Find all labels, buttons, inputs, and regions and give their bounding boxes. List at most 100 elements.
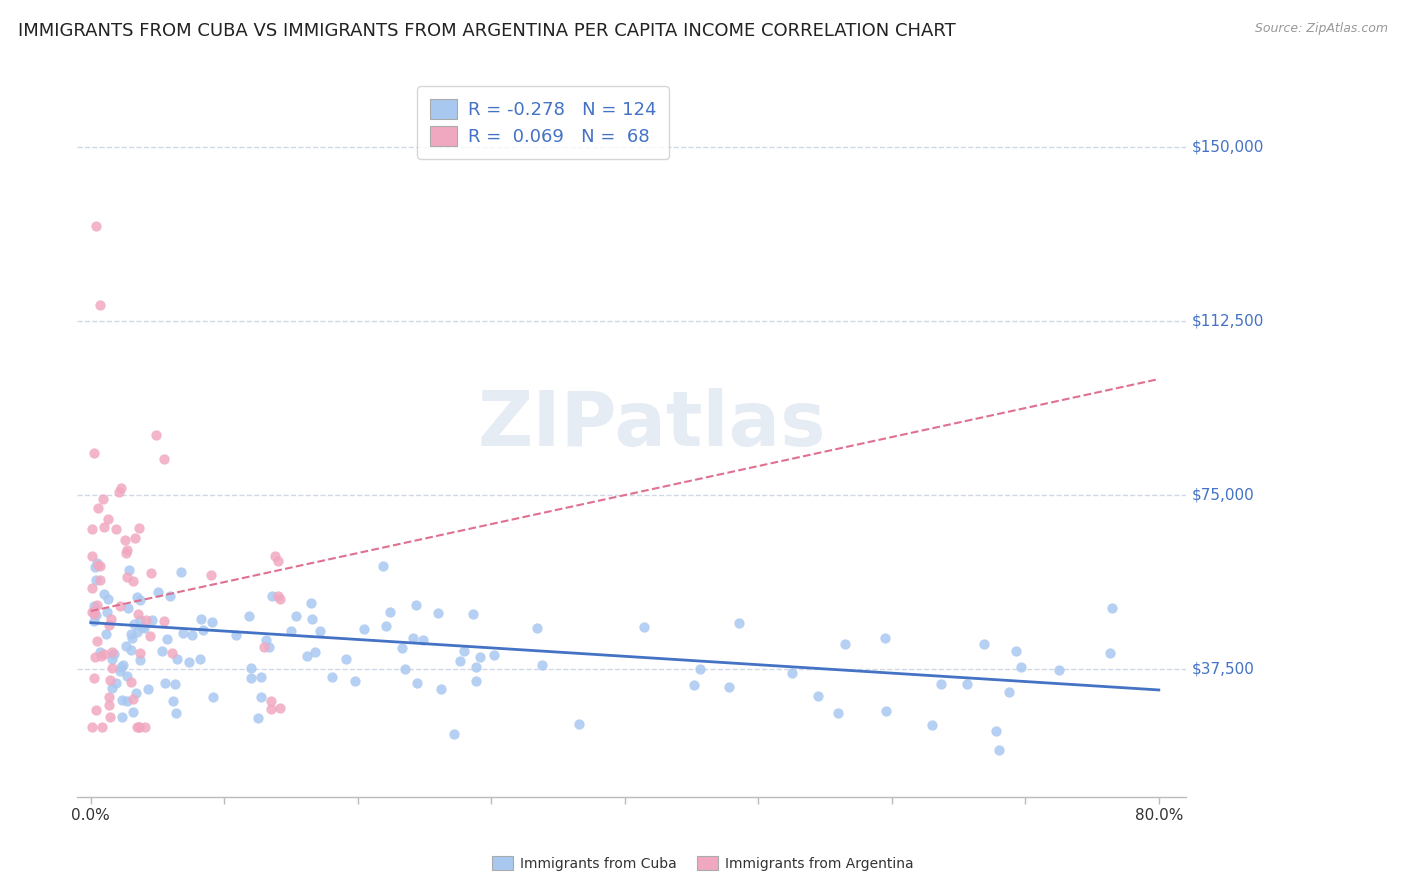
- Text: Source: ZipAtlas.com: Source: ZipAtlas.com: [1254, 22, 1388, 36]
- Point: [260, 694, 283, 708]
- Point: [117, 601, 139, 615]
- Point: [114, 533, 136, 547]
- Point: [156, 632, 179, 647]
- Point: [96, 605, 118, 619]
- Point: [87, 501, 110, 516]
- Point: [117, 694, 139, 708]
- Point: [299, 596, 322, 610]
- Point: [125, 686, 148, 700]
- Text: $75,000: $75,000: [1192, 488, 1256, 502]
- Point: [94, 627, 117, 641]
- Point: [93, 520, 115, 534]
- Point: [374, 618, 396, 632]
- Point: [98, 618, 121, 632]
- Point: [127, 607, 149, 622]
- Point: [83, 604, 105, 618]
- Text: ZIPatlas: ZIPatlas: [477, 388, 825, 462]
- Point: [89, 645, 111, 659]
- Point: [122, 706, 145, 720]
- Point: [269, 592, 291, 607]
- Point: [412, 632, 434, 647]
- Point: [108, 599, 131, 614]
- Point: [380, 605, 402, 619]
- Point: [526, 621, 548, 635]
- Point: [122, 617, 145, 632]
- Point: [238, 608, 260, 623]
- Point: [827, 706, 849, 720]
- Point: [86, 599, 108, 613]
- Point: [443, 727, 465, 741]
- Point: [145, 427, 167, 442]
- Point: [97, 592, 120, 607]
- Point: [956, 677, 979, 691]
- Point: [132, 621, 155, 635]
- Point: [141, 613, 163, 627]
- Point: [86, 556, 108, 570]
- Point: [97, 690, 120, 704]
- Point: [101, 652, 124, 666]
- Point: [93, 647, 115, 661]
- Point: [875, 704, 897, 718]
- Point: [89, 574, 111, 588]
- Point: [115, 640, 138, 654]
- Point: [108, 665, 131, 679]
- Point: [83, 607, 105, 621]
- Point: [193, 623, 215, 637]
- Point: [127, 624, 149, 639]
- Point: [83, 599, 105, 613]
- Point: [568, 717, 591, 731]
- Point: [834, 637, 856, 651]
- Point: [108, 484, 131, 499]
- Point: [82, 720, 104, 734]
- Point: [190, 612, 212, 626]
- Point: [98, 673, 121, 688]
- Point: [262, 589, 284, 603]
- Point: [1101, 601, 1123, 615]
- Point: [301, 612, 323, 626]
- Point: [153, 452, 176, 467]
- Point: [295, 649, 318, 664]
- Point: [166, 652, 188, 666]
- Legend: R = -0.278   N = 124, R =  0.069   N =  68: R = -0.278 N = 124, R = 0.069 N = 68: [418, 87, 669, 159]
- Point: [111, 657, 134, 672]
- Point: [461, 607, 484, 622]
- Point: [201, 690, 224, 705]
- Point: [103, 647, 125, 661]
- Point: [134, 720, 156, 734]
- Point: [335, 652, 357, 666]
- Point: [84, 650, 107, 665]
- Point: [89, 298, 111, 312]
- Point: [177, 656, 200, 670]
- Point: [921, 718, 943, 732]
- Point: [988, 743, 1011, 757]
- Point: [253, 640, 276, 654]
- Point: [83, 671, 105, 685]
- Point: [150, 644, 173, 658]
- Point: [406, 675, 429, 690]
- Point: [104, 522, 127, 536]
- Point: [127, 590, 149, 604]
- Point: [267, 589, 290, 603]
- Point: [717, 680, 740, 694]
- Point: [201, 615, 224, 630]
- Point: [225, 628, 247, 642]
- Point: [344, 673, 367, 688]
- Point: [120, 674, 142, 689]
- Point: [120, 626, 142, 640]
- Point: [128, 720, 150, 734]
- Point: [128, 521, 150, 535]
- Point: [128, 646, 150, 660]
- Point: [371, 559, 394, 574]
- Point: [172, 625, 194, 640]
- Point: [200, 568, 222, 582]
- Point: [468, 649, 491, 664]
- Point: [353, 622, 375, 636]
- Point: [139, 629, 162, 643]
- Point: [153, 676, 176, 690]
- Point: [984, 724, 1007, 739]
- Text: $150,000: $150,000: [1192, 139, 1264, 154]
- Point: [683, 677, 706, 691]
- Point: [122, 574, 145, 588]
- Point: [165, 676, 187, 690]
- Point: [246, 711, 269, 725]
